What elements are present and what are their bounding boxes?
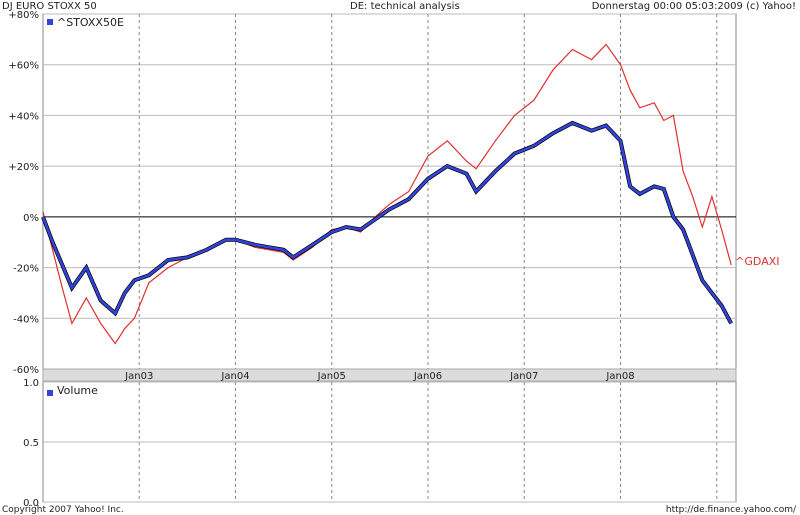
volume-legend-swatch — [47, 390, 53, 396]
time-axis-band — [42, 368, 737, 382]
volume-y-tick-label: 1.0 — [23, 378, 39, 389]
x-tick-label: Jan03 — [124, 371, 153, 382]
y-tick-label: 0% — [23, 213, 39, 224]
chart-timestamp: Donnerstag 00:00 05:03:2009 (c) Yahoo! — [591, 1, 796, 12]
y-tick-label: +40% — [8, 111, 39, 122]
y-tick-label: -60% — [13, 365, 39, 376]
copyright-text: Copyright 2007 Yahoo! Inc. — [2, 505, 124, 515]
x-tick-label: Jan05 — [317, 371, 346, 382]
stoxx50e-legend-swatch — [47, 19, 53, 25]
y-tick-label: -40% — [13, 314, 39, 325]
x-tick-label: Jan04 — [220, 371, 249, 382]
stoxx50e-line — [41, 121, 733, 325]
y-tick-label: +60% — [8, 61, 39, 72]
gdaxi-line — [42, 43, 732, 345]
x-tick-label: Jan07 — [509, 371, 538, 382]
x-tick-label: Jan08 — [605, 371, 634, 382]
volume-legend-label: Volume — [57, 384, 98, 397]
price-panel-frame — [42, 13, 737, 370]
chart-ticker-title: DJ EURO STOXX 50 — [2, 1, 97, 12]
y-tick-label: +20% — [8, 162, 39, 173]
chart-subtitle: DE: technical analysis — [350, 1, 460, 12]
source-url[interactable]: http://de.finance.yahoo.com/ — [665, 505, 796, 515]
volume-y-tick-label: 0.0 — [23, 498, 39, 509]
y-tick-label: -20% — [13, 264, 39, 275]
volume-y-tick-label: 0.5 — [23, 438, 39, 449]
stoxx50e-legend-label: ^STOXX50E — [57, 16, 124, 29]
gdaxi-end-label: ^GDAXI — [735, 255, 779, 268]
x-tick-label: Jan06 — [413, 371, 442, 382]
y-tick-label: +80% — [8, 10, 39, 21]
